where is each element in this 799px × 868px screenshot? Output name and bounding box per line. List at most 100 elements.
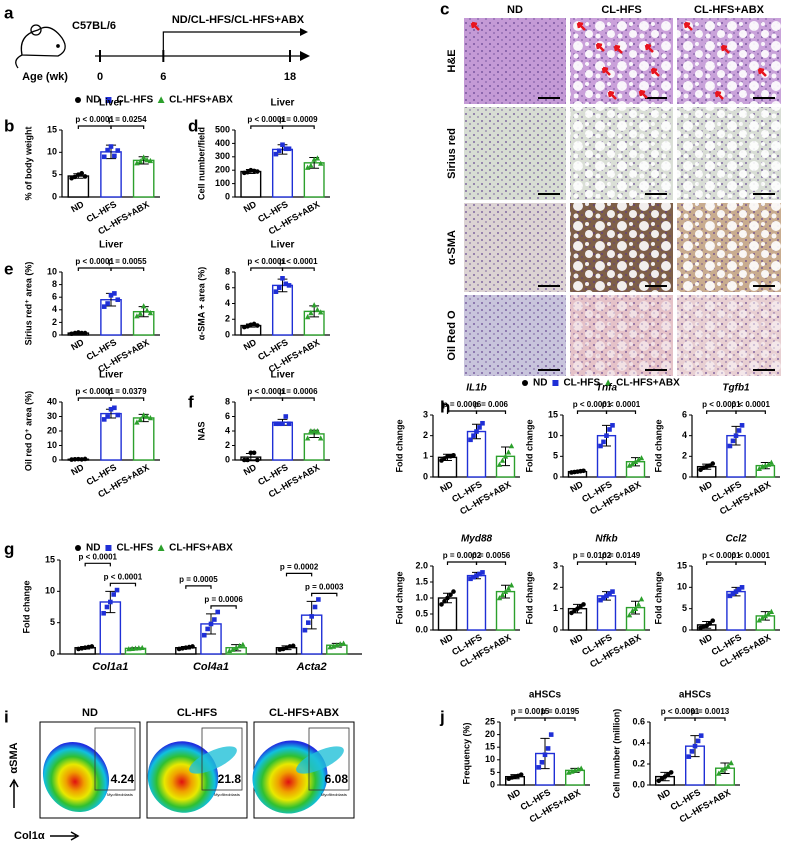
data-point [280,276,285,281]
data-point [76,456,81,462]
chart-title: Liver [99,98,123,109]
significance-bracket [664,717,696,721]
data-point [304,313,311,320]
fat-droplets [677,107,781,200]
y-tick-label: 4 [52,304,57,314]
data-point [318,160,324,166]
data-point [280,421,285,427]
data-point [144,157,150,163]
data-point [768,608,775,614]
y-tick-label: 500 [215,124,230,134]
data-point [75,97,81,103]
x-tick-label: ND [698,479,715,494]
significance-bracket [514,717,546,721]
y-axis-label: Cell number/field [196,127,206,200]
data-point [283,146,289,152]
y-tick-label: 5 [52,169,57,179]
row-header: α-SMA [446,230,458,265]
flow-gate [201,727,243,791]
data-point [309,614,314,619]
data-point [765,610,772,617]
flow-title: CL-HFS [177,707,217,719]
data-point [75,545,81,551]
data-point [144,413,150,419]
data-point [101,154,107,160]
legend-label: CL-HFS+ABX [169,95,233,106]
chart-title: aHSCs [679,690,712,701]
y-tick-label: 10 [485,754,495,764]
data-point [477,425,482,430]
data-point [201,632,207,638]
y-tick-label: 0 [52,329,57,339]
timeline-tick-label: 6 [160,71,166,83]
y-tick-label: 1 [423,451,428,461]
data-point [105,301,110,306]
data-point [82,330,88,336]
y-tick-label: 40 [47,396,57,406]
flow-density [42,741,110,813]
y-axis-label: Oil red O⁺ area (%) [23,391,33,471]
data-point [638,455,645,461]
data-point [610,423,615,428]
data-point [598,443,603,449]
y-tick-label: 30 [47,411,57,421]
data-point [471,433,476,438]
data-point [474,429,479,434]
arrow-head [300,51,310,61]
x-tick-label: CL-HFS+ABX [718,479,773,516]
p-value: p = 0.0195 [541,707,580,716]
p-value: p = 0.0006 [204,595,243,604]
p-value: p = 0.0254 [108,115,147,124]
gate-value: 6.08 [325,772,349,786]
data-point [82,456,88,462]
data-point [314,306,321,313]
y-tick-label: 20 [485,729,495,739]
data-point [604,433,609,438]
panel-label: h [440,397,450,416]
flow-density-tail [189,746,237,774]
p-value: p = 0.0002 [280,562,319,571]
x-tick-label: ND [438,632,455,647]
y-tick-label: 6 [225,282,230,292]
y-tick-label: 200 [215,165,230,175]
data-point [314,428,321,434]
data-point [668,770,674,775]
significance-bracket [281,267,315,271]
significance-bracket [706,410,737,414]
data-point [112,153,117,159]
data-point [439,602,444,607]
y-tick-label: 3 [423,409,428,419]
p-value: p = 0.0056 [472,551,511,560]
legend-label: CL-HFS [116,543,153,554]
significance-bracket [605,410,637,414]
fat-droplets [677,203,781,292]
significance-bracket [735,410,766,414]
y-tick-label: 15 [677,560,687,570]
data-point [112,405,117,411]
y-axis-label: Fold change [524,419,534,472]
data-point [115,412,121,418]
significance-bracket [576,410,608,414]
data-point [304,164,311,170]
data-point [105,147,110,153]
flow-x-label: Col1α [14,830,45,842]
data-point [157,544,165,551]
data-point [448,592,453,598]
y-axis-label: Fold change [653,571,663,624]
p-value: p = 0.0006 [443,400,482,409]
data-point [112,291,117,296]
data-point [698,733,704,738]
panel-label: e [4,259,13,278]
data-point [276,421,282,427]
data-point [635,601,642,607]
y-tick-label: 0.0 [632,779,645,789]
data-point [286,421,292,427]
flow-x-arrow [50,831,80,841]
p-value: p < 0.0001 [104,572,143,581]
y-tick-label: 8 [52,279,57,289]
data-point [108,406,114,412]
data-point [728,760,734,766]
chart-title: Ccl2 [725,534,747,545]
data-point [308,310,314,316]
y-tick-label: 10 [47,147,57,157]
